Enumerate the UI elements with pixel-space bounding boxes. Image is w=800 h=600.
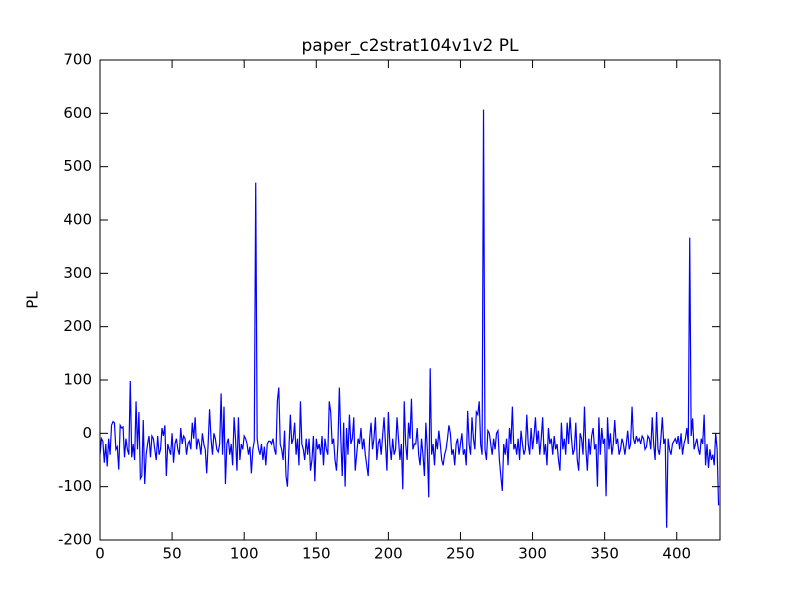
x-tick-label: 150 <box>302 545 331 563</box>
data-line <box>99 109 720 528</box>
x-tick-label: 400 <box>662 545 691 563</box>
y-axis-label: PL <box>24 291 42 309</box>
x-tick-label: 250 <box>446 545 475 563</box>
x-tick-label: 300 <box>518 545 547 563</box>
plot-area <box>99 109 720 528</box>
y-tick-label: 400 <box>63 211 92 229</box>
y-tick-label: 0 <box>82 424 92 442</box>
y-tick-label: 700 <box>63 51 92 69</box>
x-tick-label: 350 <box>590 545 619 563</box>
y-tick-label: 300 <box>63 264 92 282</box>
x-tick-label: 100 <box>230 545 259 563</box>
axes-frame <box>99 59 721 541</box>
y-tick-label: 200 <box>63 317 92 335</box>
x-tick-label: 50 <box>163 545 182 563</box>
y-tick-label: 600 <box>63 104 92 122</box>
y-tick-label: -100 <box>58 477 92 495</box>
y-tick-label: 500 <box>63 157 92 175</box>
y-tick-label: 100 <box>63 371 92 389</box>
y-tick-label: -200 <box>58 531 92 549</box>
chart-title: paper_c2strat104v1v2 PL <box>301 36 519 56</box>
x-tick-label: 0 <box>95 545 105 563</box>
x-tick-label: 200 <box>374 545 403 563</box>
